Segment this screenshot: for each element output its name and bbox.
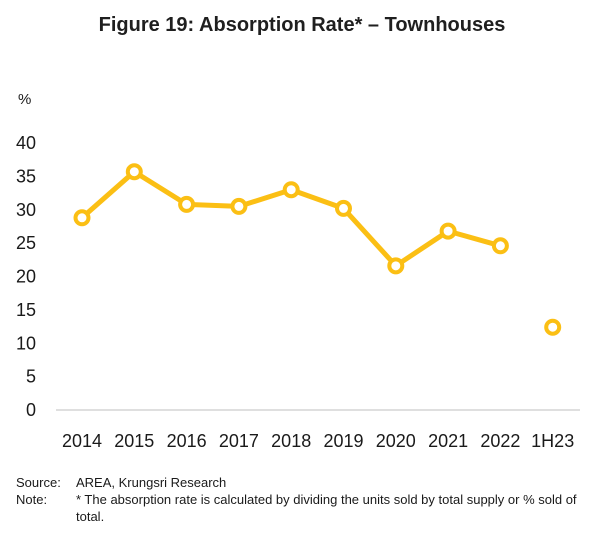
x-tick-label: 2022 [480, 431, 520, 451]
source-text: AREA, Krungsri Research [76, 475, 227, 490]
data-point [491, 237, 509, 255]
y-axis-unit-label: % [18, 91, 31, 108]
x-tick-label: 2014 [62, 431, 102, 451]
source-label: Source: [16, 475, 61, 490]
y-tick-label: 0 [26, 400, 36, 420]
y-tick-label: 30 [16, 200, 36, 220]
y-tick-label: 25 [16, 233, 36, 253]
chart-title: Figure 19: Absorption Rate* – Townhouses [98, 14, 506, 36]
x-axis-ticks: 2014 2015 2016 2017 2018 2019 2020 2021 2022 1H23 [62, 431, 574, 451]
x-tick-label: 2015 [114, 431, 154, 451]
x-tick-label: 2019 [323, 431, 363, 451]
y-tick-label: 20 [16, 267, 36, 287]
y-tick-label: 35 [16, 166, 36, 186]
data-point [335, 199, 352, 217]
y-tick-label: 15 [16, 300, 36, 320]
chart-notes: Source: AREA, Krungsri Research Note: * … [16, 474, 596, 525]
data-point [544, 318, 562, 336]
x-tick-label: 2021 [428, 431, 468, 451]
data-point [73, 209, 91, 227]
data-point [178, 195, 196, 213]
y-tick-label: 10 [16, 333, 36, 353]
x-tick-label: 2016 [167, 431, 207, 451]
source-row: Source: AREA, Krungsri Research [16, 474, 596, 491]
series-points [73, 163, 562, 336]
y-axis-ticks: 0 5 10 15 20 25 30 35 40 [16, 133, 36, 420]
y-tick-label: 5 [26, 367, 36, 387]
x-tick-label: 2020 [376, 431, 416, 451]
data-point [282, 181, 300, 199]
y-tick-label: 40 [16, 133, 36, 153]
note-text: * The absorption rate is calculated by d… [76, 492, 577, 524]
note-label: Note: [16, 492, 48, 507]
data-point [439, 222, 457, 240]
x-tick-label: 2017 [219, 431, 259, 451]
x-tick-label: 1H23 [531, 431, 574, 451]
note-row: Note: * The absorption rate is calculate… [16, 491, 596, 525]
data-point [230, 197, 248, 215]
data-point [387, 257, 405, 275]
data-point [125, 163, 143, 181]
x-tick-label: 2018 [271, 431, 311, 451]
